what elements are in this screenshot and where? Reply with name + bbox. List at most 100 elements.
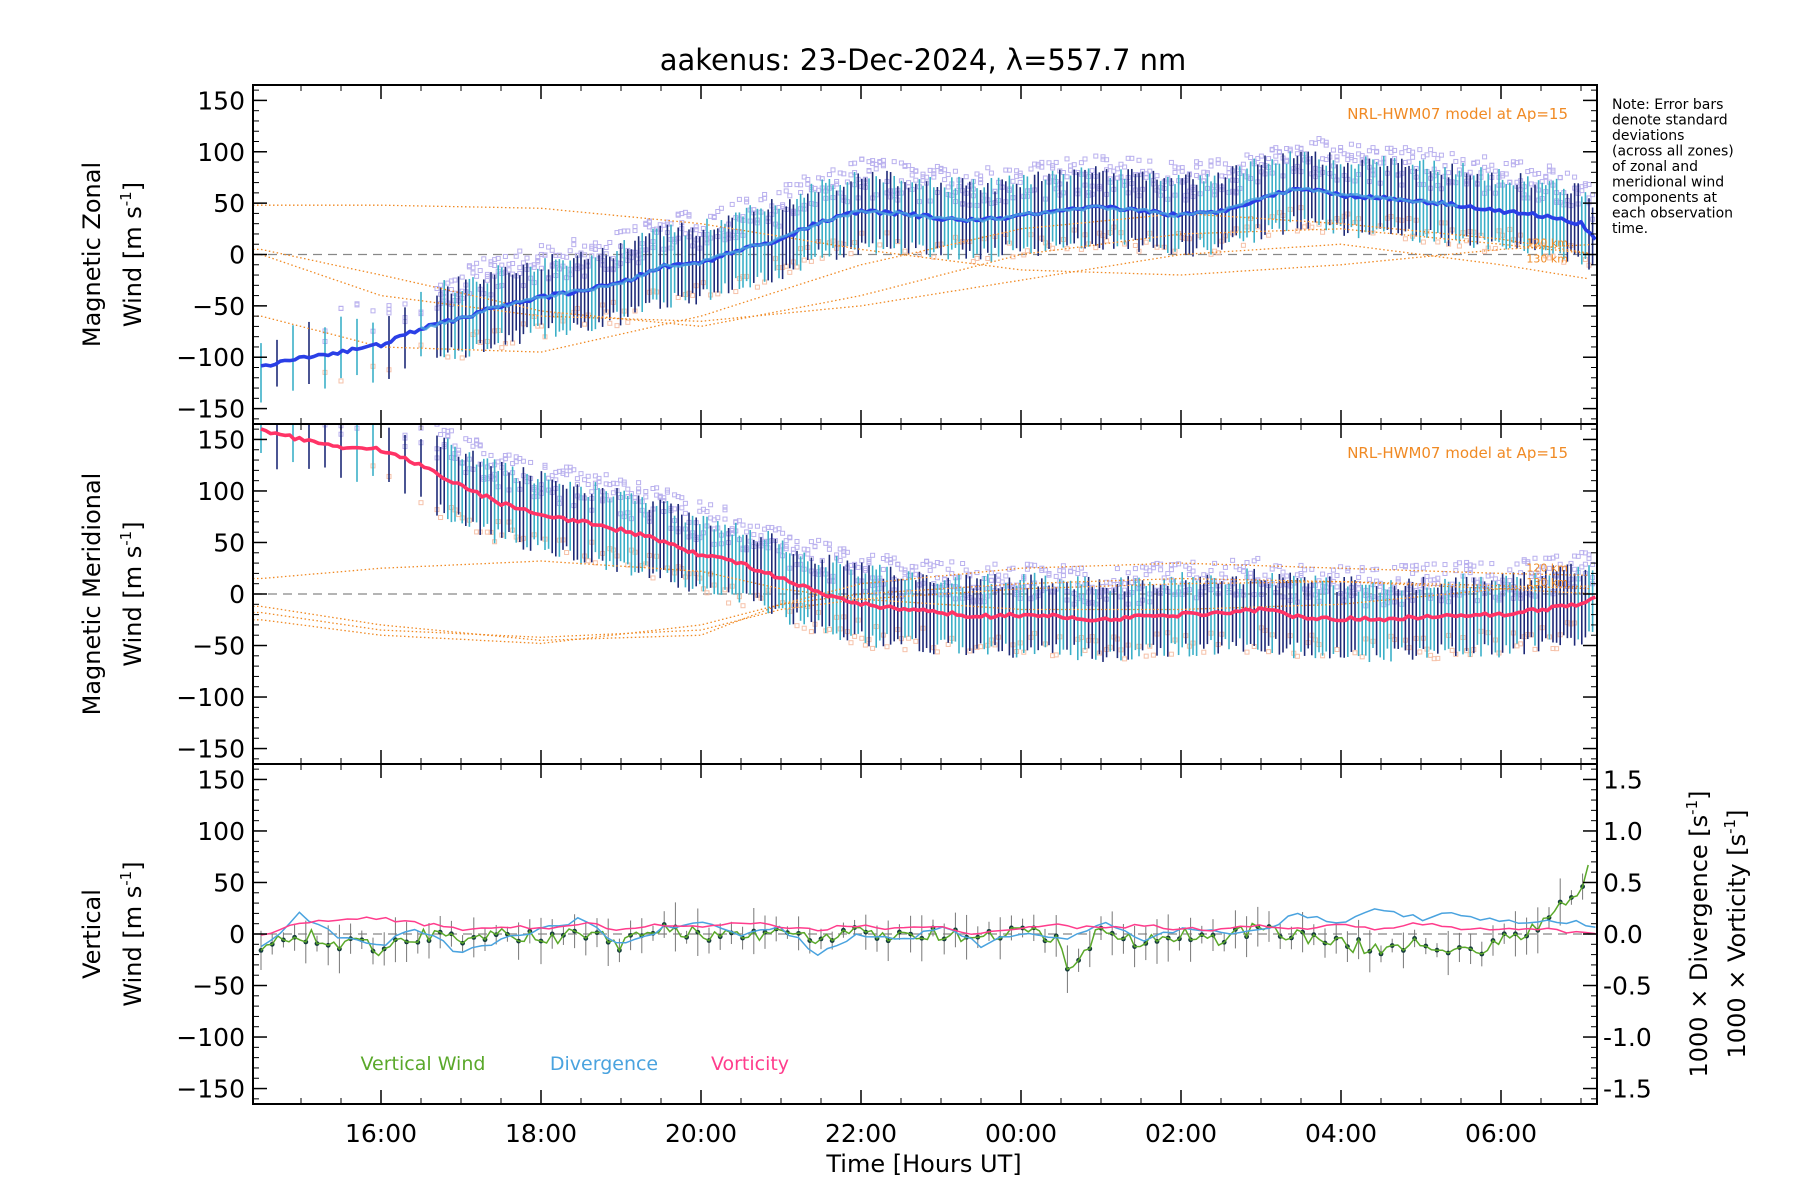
scatter-point-high: [835, 179, 839, 183]
scatter-point-high: [737, 197, 741, 201]
scatter-point-high: [730, 202, 734, 206]
scatter-point-high: [403, 302, 407, 306]
scatter-point-low: [339, 379, 343, 383]
model-alt-label-130: 130 km: [1526, 576, 1568, 589]
scatter-point-high: [1018, 180, 1022, 184]
scatter-point-low: [1321, 230, 1325, 234]
scatter-point-high: [986, 166, 990, 170]
scatter-point-high: [1411, 155, 1415, 159]
scatter-point-high: [1490, 562, 1494, 566]
scatter-point-high: [752, 533, 756, 537]
scatter-point-high: [784, 189, 788, 193]
scatter-point-high: [781, 531, 785, 535]
scatter-point-low: [1123, 657, 1127, 661]
scatter-point-low: [419, 501, 423, 505]
y-tick-label: 100: [197, 477, 245, 506]
y-axis-label-line2: Wind [m s-1]: [117, 861, 147, 1006]
model-alt-label-120: 120 km: [1526, 236, 1568, 249]
scatter-point-high: [871, 553, 875, 557]
note-line: components at: [1612, 190, 1718, 206]
scatter-point-low: [1105, 239, 1109, 243]
scatter-point-high: [1324, 143, 1328, 147]
scatter-point-high: [1173, 170, 1177, 174]
scatter-point-high: [1115, 567, 1119, 571]
scatter-point-high: [1400, 151, 1404, 155]
x-tick-label: 18:00: [505, 1119, 577, 1148]
scatter-point-high: [339, 411, 343, 415]
scatter-point-high: [1065, 157, 1069, 161]
scatter-point-high: [1490, 163, 1494, 167]
scatter-point-high: [568, 249, 572, 253]
panels: NRL-HWM07 model at Ap=15120 km130 km−150…: [78, 85, 1751, 1178]
scatter-point-high: [1547, 164, 1551, 168]
legend-entry: Divergence: [550, 1053, 658, 1075]
scatter-point-low: [511, 341, 515, 345]
scatter-point-low: [1295, 229, 1299, 233]
y-tick-label: −100: [176, 343, 245, 372]
scatter-point-high: [323, 400, 327, 404]
scatter-point-high: [525, 256, 529, 260]
note-line: each observation: [1612, 206, 1733, 222]
scatter-point-low: [1094, 246, 1098, 250]
y-tick-label: 150: [197, 86, 245, 115]
scatter-point-high: [745, 197, 749, 201]
scatter-point-high: [1349, 142, 1353, 146]
scatter-point-low: [615, 324, 619, 328]
scatter-point-low: [1533, 647, 1537, 651]
scatter-point-high: [795, 539, 799, 543]
scatter-point-high: [1065, 175, 1069, 179]
chart-stage: aakenus: 23-Dec-2024, λ=557.7 nm Note: E…: [0, 0, 1800, 1200]
scatter-point-high: [698, 500, 702, 504]
scatter-point-high: [946, 567, 950, 571]
scatter-point-high: [539, 244, 543, 248]
scatter-point-low: [586, 559, 590, 563]
scatter-point-high: [1346, 569, 1350, 573]
y-axis-label-line2: Wind [m s-1]: [117, 182, 147, 327]
scatter-point-high: [1245, 561, 1249, 565]
scatter-point-low: [727, 601, 731, 605]
scatter-point-low: [741, 604, 745, 608]
scatter-point-high: [1493, 169, 1497, 173]
plot-area: [253, 397, 1597, 662]
scatter-point-low: [1421, 240, 1425, 244]
scatter-point-high: [371, 309, 375, 313]
vertical-wind-line: [261, 865, 1588, 969]
y-tick-label: 0: [229, 241, 245, 270]
scatter-point-high: [583, 244, 587, 248]
scatter-point-high: [1418, 148, 1422, 152]
scatter-point-low: [878, 243, 882, 247]
model-alt-label-130: 130 km: [1526, 253, 1568, 266]
scatter-point-high: [1148, 159, 1152, 163]
scatter-point-high: [946, 173, 950, 177]
scatter-point-low: [626, 320, 630, 324]
scatter-point-high: [1432, 152, 1436, 156]
scatter-point-high: [997, 573, 1001, 577]
scatter-point-high: [1223, 565, 1227, 569]
scatter-point-low: [795, 624, 799, 628]
scatter-point-high: [1126, 571, 1130, 575]
scatter-point-low: [1151, 653, 1155, 657]
scatter-point-low: [439, 516, 443, 520]
scatter-point-high: [439, 433, 443, 437]
y-axis-label-line2: Wind [m s-1]: [117, 521, 147, 666]
y-axis-label-line1: Magnetic Meridional: [78, 473, 106, 716]
scatter-point-high: [1169, 160, 1173, 164]
y-tick-label: 50: [213, 189, 245, 218]
scatter-point-high: [572, 243, 576, 247]
scatter-point-high: [1061, 574, 1065, 578]
scatter-point-high: [928, 568, 932, 572]
scatter-point-low: [986, 257, 990, 261]
scatter-point-high: [755, 524, 759, 528]
scatter-point-low: [1457, 244, 1461, 248]
scatter-point-low: [1450, 648, 1454, 652]
scatter-point-high: [943, 178, 947, 182]
scatter-point-high: [950, 560, 954, 564]
scatter-point-high: [529, 460, 533, 464]
scatter-point-low: [863, 643, 867, 647]
scatter-point-high: [371, 405, 375, 409]
y-tick-label: 150: [197, 425, 245, 454]
scatter-point-high: [993, 562, 997, 566]
scatter-point-high: [1159, 568, 1163, 572]
scatter-point-high: [1133, 567, 1137, 571]
note-line: time.: [1612, 221, 1648, 237]
